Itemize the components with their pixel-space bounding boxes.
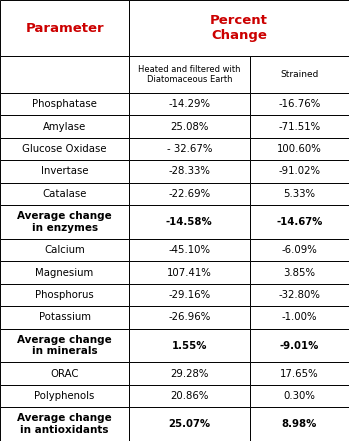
Bar xyxy=(0,239,129,262)
Bar xyxy=(0,262,129,284)
Text: -28.33%: -28.33% xyxy=(169,166,210,176)
Bar xyxy=(129,262,250,284)
Bar xyxy=(0,407,129,441)
Text: Strained: Strained xyxy=(280,70,318,79)
Text: Average change
in enzymes: Average change in enzymes xyxy=(17,211,112,233)
Bar xyxy=(129,116,250,138)
Bar xyxy=(129,205,250,239)
Bar xyxy=(250,239,349,262)
Text: 17.65%: 17.65% xyxy=(280,369,319,379)
Text: Average change
in minerals: Average change in minerals xyxy=(17,335,112,356)
Bar xyxy=(0,183,129,205)
Bar xyxy=(250,363,349,385)
Bar xyxy=(250,138,349,160)
Bar xyxy=(0,116,129,138)
Bar xyxy=(129,239,250,262)
Bar xyxy=(250,183,349,205)
Text: Catalase: Catalase xyxy=(42,189,87,199)
Text: -9.01%: -9.01% xyxy=(280,340,319,351)
Bar xyxy=(250,262,349,284)
Bar xyxy=(129,385,250,407)
Text: -1.00%: -1.00% xyxy=(282,313,317,322)
Text: -14.67%: -14.67% xyxy=(276,217,322,227)
Bar xyxy=(250,116,349,138)
Bar xyxy=(129,329,250,363)
Bar xyxy=(0,93,129,116)
Bar xyxy=(250,160,349,183)
Text: 3.85%: 3.85% xyxy=(283,268,315,277)
Bar xyxy=(250,329,349,363)
Bar xyxy=(0,160,129,183)
Text: Average change
in antioxidants: Average change in antioxidants xyxy=(17,413,112,435)
Text: -26.96%: -26.96% xyxy=(168,313,210,322)
Text: Phosphatase: Phosphatase xyxy=(32,99,97,109)
Bar xyxy=(250,93,349,116)
Text: 29.28%: 29.28% xyxy=(170,369,208,379)
Text: -6.09%: -6.09% xyxy=(281,245,317,255)
Text: Magnesium: Magnesium xyxy=(36,268,94,277)
Bar xyxy=(250,284,349,306)
Text: -45.10%: -45.10% xyxy=(168,245,210,255)
Text: Phosphorus: Phosphorus xyxy=(35,290,94,300)
Text: -16.76%: -16.76% xyxy=(278,99,320,109)
Text: 5.33%: 5.33% xyxy=(283,189,315,199)
Bar xyxy=(0,284,129,306)
Text: 107.41%: 107.41% xyxy=(167,268,212,277)
Text: 20.86%: 20.86% xyxy=(170,391,208,401)
Bar xyxy=(0,205,129,239)
Text: Parameter: Parameter xyxy=(25,22,104,34)
Text: Glucose Oxidase: Glucose Oxidase xyxy=(22,144,107,154)
Bar xyxy=(129,0,349,56)
Text: -29.16%: -29.16% xyxy=(168,290,210,300)
Bar xyxy=(129,284,250,306)
Text: 1.55%: 1.55% xyxy=(172,340,207,351)
Bar xyxy=(0,306,129,329)
Text: -71.51%: -71.51% xyxy=(278,122,320,131)
Bar xyxy=(129,138,250,160)
Text: 0.30%: 0.30% xyxy=(283,391,315,401)
Bar xyxy=(0,138,129,160)
Text: ORAC: ORAC xyxy=(50,369,79,379)
Bar xyxy=(0,56,129,93)
Text: -91.02%: -91.02% xyxy=(278,166,320,176)
Bar xyxy=(0,0,129,56)
Text: 25.07%: 25.07% xyxy=(168,419,210,429)
Text: Polyphenols: Polyphenols xyxy=(35,391,95,401)
Bar xyxy=(0,363,129,385)
Bar xyxy=(0,385,129,407)
Bar xyxy=(129,56,250,93)
Bar xyxy=(250,205,349,239)
Bar xyxy=(250,306,349,329)
Bar xyxy=(129,306,250,329)
Bar xyxy=(129,160,250,183)
Text: Percent
Change: Percent Change xyxy=(210,14,268,42)
Text: - 32.67%: - 32.67% xyxy=(166,144,212,154)
Bar xyxy=(129,93,250,116)
Text: Invertase: Invertase xyxy=(41,166,88,176)
Text: Calcium: Calcium xyxy=(44,245,85,255)
Bar xyxy=(0,329,129,363)
Text: -22.69%: -22.69% xyxy=(168,189,210,199)
Text: Amylase: Amylase xyxy=(43,122,86,131)
Text: 100.60%: 100.60% xyxy=(277,144,322,154)
Bar xyxy=(250,407,349,441)
Bar xyxy=(129,407,250,441)
Text: -14.58%: -14.58% xyxy=(166,217,213,227)
Bar xyxy=(129,183,250,205)
Text: 25.08%: 25.08% xyxy=(170,122,208,131)
Bar xyxy=(250,385,349,407)
Bar xyxy=(129,363,250,385)
Text: Potassium: Potassium xyxy=(39,313,90,322)
Text: 8.98%: 8.98% xyxy=(282,419,317,429)
Text: -32.80%: -32.80% xyxy=(279,290,320,300)
Text: -14.29%: -14.29% xyxy=(168,99,210,109)
Text: Heated and filtered with
Diatomaceous Earth: Heated and filtered with Diatomaceous Ea… xyxy=(138,65,240,84)
Bar xyxy=(250,56,349,93)
